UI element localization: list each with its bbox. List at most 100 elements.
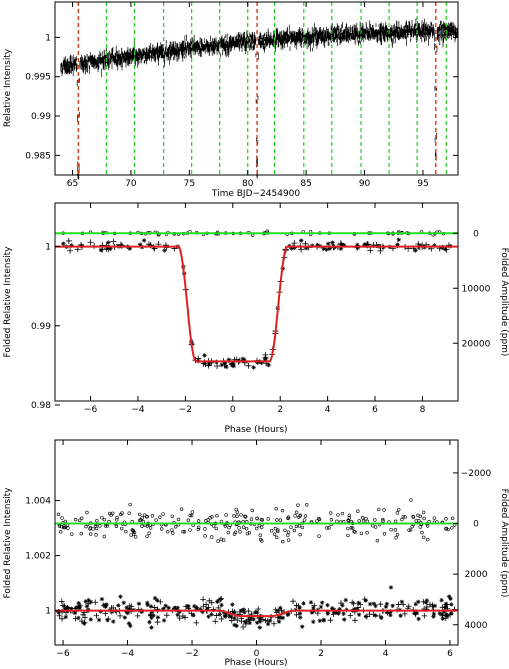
secondary-amplitude-point [255, 526, 259, 531]
secondary-amplitude-point [215, 513, 219, 518]
secondary-transit-point [175, 612, 180, 618]
secondary-transit-point [213, 612, 220, 619]
secondary-amplitude-point [401, 515, 405, 519]
secondary-amplitude-point [239, 513, 243, 517]
secondary-amplitude-point [210, 535, 214, 539]
secondary-amplitude-point [186, 518, 191, 522]
secondary-fold-marks [55, 498, 458, 630]
secondary-amplitude-point [400, 517, 404, 522]
secondary-amplitude-point [114, 524, 119, 528]
secondary-transit-point [163, 603, 168, 609]
secondary-transit-point [399, 599, 405, 605]
secondary-transit-point [297, 605, 303, 610]
secondary-amplitude-point [389, 527, 393, 532]
secondary-transit-point [371, 601, 377, 606]
secondary-amplitude-point [129, 533, 133, 537]
secondary-transit-point [186, 603, 191, 609]
secondary-transit-point [329, 606, 335, 611]
secondary-transit-point [148, 612, 154, 619]
secondary-amplitude-point [347, 519, 351, 523]
secondary-amplitude-point [232, 532, 237, 536]
secondary-transit-point [317, 618, 323, 623]
secondary-amplitude-point [63, 525, 67, 530]
secondary-transit-point [308, 600, 314, 605]
secondary-transit-point [105, 617, 110, 623]
secondary-amplitude-point [56, 512, 61, 517]
secondary-amplitude-point [403, 515, 407, 519]
transit-fold-point [214, 362, 221, 369]
secondary-amplitude-point [382, 532, 387, 536]
secondary-transit-point [301, 601, 306, 606]
transit-fold-point [324, 247, 330, 252]
transit-fold-point [69, 243, 74, 248]
secondary-transit-point [257, 616, 263, 622]
y-tick-label: 1 [45, 33, 51, 43]
x-tick-label: 80 [242, 179, 254, 189]
secondary-transit-point [161, 618, 167, 623]
secondary-transit-point [445, 613, 450, 618]
x-tick-label: 95 [417, 179, 428, 189]
secondary-transit-point [62, 606, 67, 612]
secondary-amplitude-point [190, 510, 195, 514]
secondary-transit-point [373, 613, 378, 618]
secondary-transit-point [86, 597, 91, 603]
secondary-amplitude-point [170, 528, 174, 532]
secondary-amplitude-point [335, 519, 339, 524]
secondary-transit-point [321, 618, 327, 623]
secondary-transit-point [439, 604, 446, 611]
secondary-amplitude-point [294, 510, 299, 515]
secondary-amplitude-point [269, 529, 274, 533]
secondary-transit-point [205, 606, 210, 612]
secondary-amplitude-point [381, 519, 385, 523]
transit-fold-point [162, 248, 167, 253]
secondary-transit-point [161, 606, 166, 611]
secondary-transit-point [356, 600, 361, 606]
secondary-amplitude-point [294, 524, 299, 529]
secondary-amplitude-point [57, 524, 62, 528]
secondary-transit-point [76, 615, 81, 621]
secondary-amplitude-point [365, 519, 369, 524]
secondary-transit-point [325, 609, 331, 614]
panel2-y2label: Folded Amplitude (ppm) [499, 248, 509, 357]
secondary-amplitude-point [158, 515, 162, 519]
secondary-amplitude-point [188, 513, 192, 518]
transit-fold-point [303, 245, 309, 251]
secondary-transit-point [385, 610, 390, 615]
secondary-amplitude-point [303, 514, 308, 518]
secondary-amplitude-point [197, 525, 201, 530]
secondary-transit-point [373, 603, 378, 609]
secondary-transit-point [298, 615, 303, 620]
secondary-amplitude-point [408, 528, 413, 532]
x-tick-label: −6 [56, 649, 70, 659]
panel1-ylabel: Relative Intensity [3, 48, 13, 127]
secondary-transit-point [74, 605, 79, 610]
secondary-transit-point [416, 616, 421, 622]
secondary-transit-point [384, 601, 390, 607]
secondary-transit-point [319, 600, 325, 605]
secondary-amplitude-point [394, 535, 398, 540]
secondary-amplitude-point [211, 524, 216, 528]
secondary-amplitude-point [131, 529, 136, 533]
secondary-amplitude-point [88, 532, 93, 536]
secondary-transit-point [241, 607, 246, 612]
secondary-amplitude-point [286, 533, 290, 537]
secondary-transit-point [431, 611, 437, 617]
secondary-amplitude-point [275, 518, 279, 522]
secondary-transit-point [177, 609, 182, 614]
secondary-amplitude-point [133, 535, 138, 539]
transit-fold-point [251, 365, 256, 370]
secondary-transit-point [311, 619, 316, 625]
secondary-amplitude-point [409, 498, 413, 502]
secondary-transit-point [255, 606, 261, 612]
secondary-transit-point [128, 623, 133, 629]
secondary-amplitude-point [227, 525, 231, 530]
secondary-amplitude-point [421, 510, 426, 515]
secondary-amplitude-point [373, 525, 378, 529]
secondary-transit-point [311, 605, 316, 611]
x-tick-label: 90 [359, 179, 371, 189]
y2-tick-label: 4000 [465, 621, 488, 631]
secondary-transit-point [77, 605, 82, 611]
x-tick-label: 8 [420, 405, 426, 415]
secondary-transit-point [242, 619, 248, 625]
secondary-transit-point [56, 610, 61, 615]
